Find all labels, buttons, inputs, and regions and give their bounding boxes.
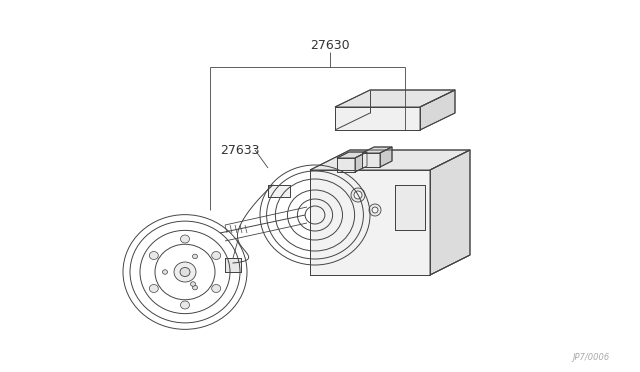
Polygon shape bbox=[380, 147, 392, 167]
Polygon shape bbox=[335, 90, 455, 107]
Polygon shape bbox=[355, 152, 367, 172]
Ellipse shape bbox=[174, 262, 196, 282]
Polygon shape bbox=[420, 90, 455, 130]
Polygon shape bbox=[310, 170, 430, 275]
Polygon shape bbox=[395, 185, 425, 230]
Polygon shape bbox=[335, 107, 420, 130]
Ellipse shape bbox=[191, 282, 195, 286]
Ellipse shape bbox=[212, 285, 221, 292]
Text: 27630: 27630 bbox=[310, 38, 350, 51]
Circle shape bbox=[372, 207, 378, 213]
Polygon shape bbox=[430, 150, 470, 275]
Ellipse shape bbox=[193, 285, 198, 290]
Circle shape bbox=[351, 188, 365, 202]
Circle shape bbox=[354, 191, 362, 199]
Circle shape bbox=[369, 204, 381, 216]
Ellipse shape bbox=[193, 254, 198, 259]
Polygon shape bbox=[337, 158, 355, 172]
Polygon shape bbox=[362, 153, 380, 167]
Ellipse shape bbox=[180, 267, 190, 276]
Polygon shape bbox=[337, 152, 367, 158]
Polygon shape bbox=[225, 258, 241, 272]
Polygon shape bbox=[362, 147, 392, 153]
Ellipse shape bbox=[163, 270, 168, 274]
Text: 27633: 27633 bbox=[220, 144, 259, 157]
Polygon shape bbox=[310, 150, 470, 170]
Polygon shape bbox=[268, 185, 290, 197]
Ellipse shape bbox=[212, 251, 221, 260]
Ellipse shape bbox=[180, 301, 189, 309]
Ellipse shape bbox=[149, 285, 158, 292]
Ellipse shape bbox=[180, 235, 189, 243]
Text: JP7/0006: JP7/0006 bbox=[573, 353, 610, 362]
Ellipse shape bbox=[149, 251, 158, 260]
